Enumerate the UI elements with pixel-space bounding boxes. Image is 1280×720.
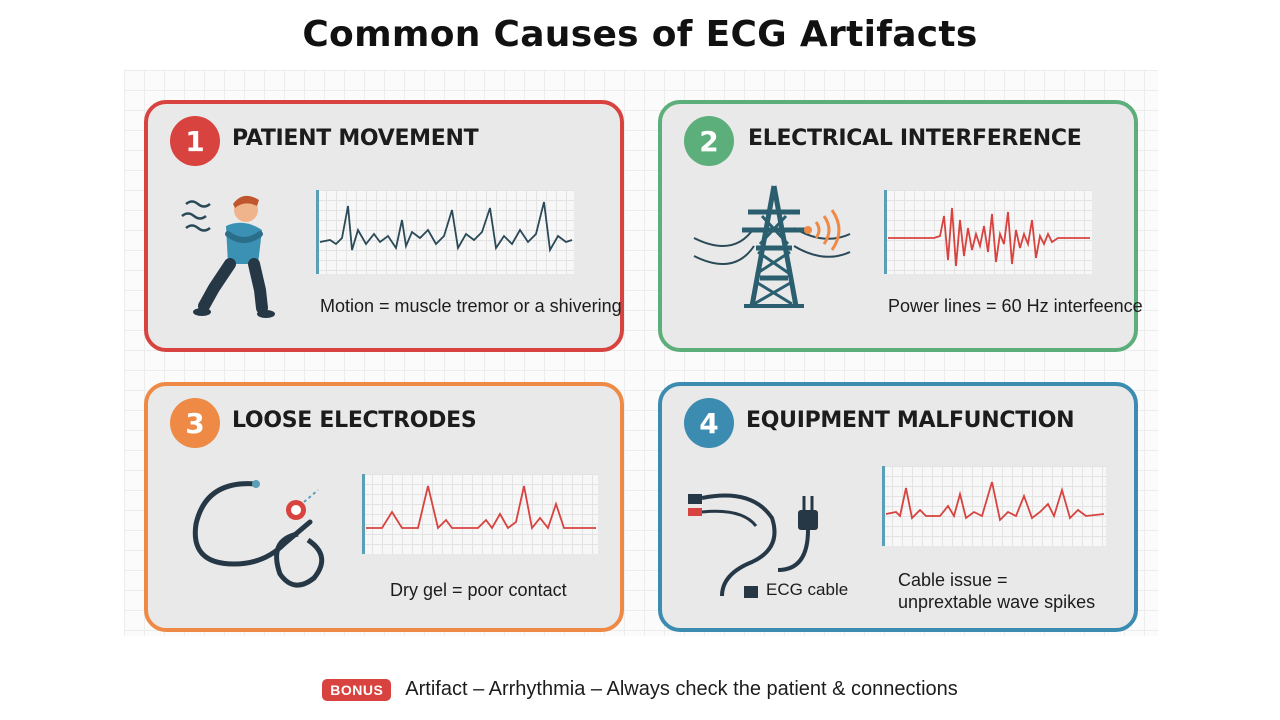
card-title: ELECTRICAL INTERFERENCE [748,126,1082,151]
ecg-strip [362,474,598,554]
card-equipment-malfunction: 4 EQUIPMENT MALFUNCTION ECG cable Cable … [658,382,1138,632]
card-caption-line1: Cable issue = [898,570,1008,590]
ecg-waveform [888,207,1090,267]
ecg-waveform [885,481,1105,522]
ecg-cable-icon [684,470,834,605]
shivering-person-icon [176,182,286,327]
ecg-waveform [366,485,596,531]
card-number-badge: 1 [170,116,220,166]
card-caption: Dry gel = poor contact [390,580,567,600]
card-loose-electrodes: 3 LOOSE ELECTRODES Dry gel = poor contac… [144,382,624,632]
footer-text: Artifact – Arrhythmia – Always check the… [405,678,958,700]
ecg-strip [884,190,1092,274]
footer-note: BONUS Artifact – Arrhythmia – Always che… [0,678,1280,701]
card-number-badge: 3 [170,398,220,448]
card-number-badge: 2 [684,116,734,166]
card-title: PATIENT MOVEMENT [232,126,479,151]
bonus-badge: BONUS [322,678,392,701]
card-caption-line2: unprextable wave spikes [898,592,1096,612]
ecg-strip [316,190,574,274]
loose-lead-wire-icon [188,472,338,597]
card-electrical-interference: 2 ELECTRICAL INTERFERENCE Power lines = … [658,100,1143,352]
page-title: Common Causes of ECG Artifacts [302,14,978,55]
card-caption: Motion = muscle tremor or a shivering [320,296,622,316]
ecg-strip [882,466,1106,546]
card-patient-movement: 1 PATIENT MOVEMENT Motion = muscle tremo… [144,100,624,352]
cable-label: ECG cable [766,580,849,599]
card-number-badge: 4 [684,398,734,448]
card-title: LOOSE ELECTRODES [232,408,477,433]
power-tower-icon [690,182,860,317]
ecg-waveform [319,201,573,253]
card-title: EQUIPMENT MALFUNCTION [746,408,1075,433]
card-caption: Power lines = 60 Hz interfeence [888,296,1143,316]
